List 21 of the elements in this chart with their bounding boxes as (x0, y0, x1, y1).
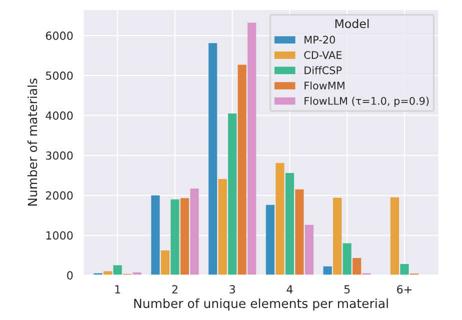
legend-label: FlowLLM (τ=1.0, p=0.9) (304, 96, 429, 107)
y-tick-label: 3000 (46, 151, 73, 160)
y-tick-label: 0 (67, 271, 73, 280)
y-tick-label: 4000 (46, 111, 73, 120)
y-tick-label: 2000 (46, 191, 73, 200)
legend-title: Model (335, 18, 369, 28)
x-tick-label: 1 (115, 285, 120, 294)
x-tick-label: 4 (286, 285, 293, 294)
x-axis-title: Number of unique elements per material (134, 298, 388, 311)
x-tick-label: 3 (230, 285, 235, 294)
y-axis-title: Number of materials (28, 78, 38, 206)
legend-label: CD-VAE (304, 51, 342, 59)
y-tick-label: 5000 (46, 71, 73, 80)
legend-label: DiffCSP (304, 66, 342, 74)
y-tick-label: 6000 (46, 32, 73, 40)
legend-label: FlowMM (304, 81, 344, 90)
x-tick-label: 6+ (397, 285, 412, 294)
y-tick-label: 1000 (46, 231, 73, 240)
x-tick-label: 5 (344, 285, 350, 294)
legend-label: MP-20 (304, 36, 335, 44)
x-tick-label: 2 (172, 285, 178, 294)
